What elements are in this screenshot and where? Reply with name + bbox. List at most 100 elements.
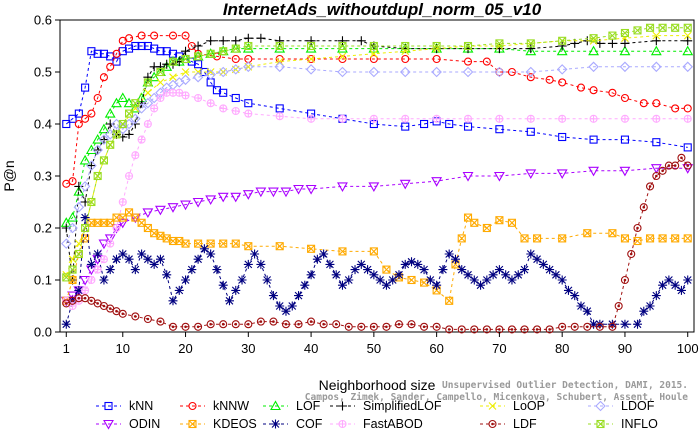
legend-item-ldf: LDF (480, 417, 537, 431)
data-point (93, 249, 103, 259)
data-point (401, 122, 410, 131)
data-point (382, 265, 391, 274)
data-point (683, 31, 692, 40)
data-point (350, 265, 360, 275)
data-point (627, 249, 636, 259)
data-point (338, 52, 347, 61)
data-point (86, 160, 97, 171)
series-fastabod (62, 88, 692, 311)
data-point (482, 325, 491, 334)
data-point (162, 270, 172, 280)
data-point (520, 325, 529, 334)
data-point (558, 36, 567, 45)
data-point (338, 41, 347, 51)
data-point (620, 38, 630, 48)
data-point (74, 181, 84, 191)
data-point (558, 114, 567, 123)
data-point (407, 275, 416, 285)
data-point (545, 325, 554, 334)
data-point (620, 114, 630, 123)
y-tick-label: 0.3 (34, 169, 52, 184)
data-point (683, 234, 692, 243)
data-point (432, 41, 441, 51)
legend-label: ODIN (129, 417, 160, 431)
data-point (205, 195, 217, 206)
data-point (124, 109, 134, 118)
data-point (533, 234, 542, 243)
data-point (614, 301, 623, 311)
data-point (79, 181, 91, 192)
data-point (243, 259, 253, 269)
data-point (589, 86, 598, 95)
x-tick-label: 80 (555, 341, 569, 356)
data-point (388, 275, 398, 285)
data-point (187, 265, 197, 275)
data-point (633, 26, 642, 35)
data-point (112, 223, 121, 233)
data-point (268, 291, 278, 301)
data-point (337, 66, 348, 78)
data-point (192, 197, 204, 208)
legend-item-lof: LOF (263, 399, 321, 413)
data-point (344, 322, 353, 331)
data-point (79, 154, 91, 165)
data-point (154, 205, 166, 216)
data-point (93, 93, 102, 103)
data-point (463, 122, 473, 131)
data-point (683, 23, 692, 32)
data-point (99, 275, 109, 285)
y-tick-label: 0.1 (34, 273, 52, 288)
data-point (180, 74, 191, 86)
data-point (399, 179, 411, 190)
data-point (181, 54, 190, 64)
data-point (192, 71, 204, 83)
series-cof (61, 213, 693, 329)
data-point (545, 75, 554, 84)
data-point (545, 265, 555, 275)
data-point (231, 320, 240, 329)
data-point (595, 322, 604, 331)
data-point (280, 187, 292, 198)
data-point (243, 33, 253, 43)
data-point (98, 134, 110, 145)
data-point (150, 31, 159, 40)
data-point (137, 249, 147, 259)
data-point (143, 314, 152, 324)
data-point (244, 99, 253, 108)
data-point (319, 320, 328, 329)
data-point (68, 265, 77, 274)
data-point (507, 325, 517, 334)
x-axis-label: Neighborhood size (319, 377, 436, 393)
data-point (520, 234, 529, 243)
data-point (99, 49, 108, 58)
data-point (651, 36, 661, 46)
data-point (275, 104, 284, 113)
data-point (231, 36, 241, 46)
data-point (620, 275, 630, 285)
data-point (482, 57, 491, 66)
data-point (620, 28, 630, 38)
data-point (463, 41, 473, 51)
data-point (589, 319, 599, 329)
data-point (525, 169, 537, 180)
data-point (150, 44, 159, 53)
data-point (338, 54, 347, 64)
data-point (250, 249, 260, 259)
data-point (307, 41, 316, 51)
data-point (457, 265, 467, 275)
data-point (275, 41, 284, 51)
data-point (230, 64, 242, 75)
data-point (646, 234, 655, 243)
data-point (168, 296, 178, 306)
data-point (81, 223, 90, 233)
data-point (194, 52, 203, 61)
data-point (219, 320, 228, 329)
y-tick-label: 0.6 (34, 13, 52, 28)
data-point (62, 273, 71, 282)
data-point (651, 291, 661, 301)
data-point (256, 259, 266, 269)
data-point (482, 275, 492, 285)
data-point (244, 320, 253, 329)
data-point (470, 218, 479, 227)
data-point (231, 54, 240, 64)
